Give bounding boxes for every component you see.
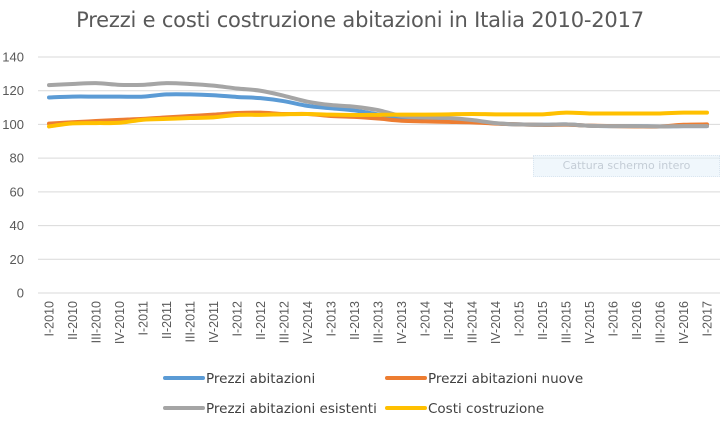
- x-tick-label: I-2013: [325, 301, 339, 336]
- x-tick-label: I-2010: [43, 301, 57, 336]
- y-tick-label: 100: [2, 117, 24, 132]
- x-tick-label: II-2016: [630, 301, 644, 340]
- x-tick-label: IV-2014: [301, 301, 315, 344]
- x-tick-label: I-2016: [607, 301, 621, 336]
- legend: Prezzi abitazioni Prezzi abitazioni nuove…: [163, 371, 583, 417]
- x-tick-label: I-2014: [419, 301, 433, 336]
- x-tick-label: II-2015: [536, 301, 550, 340]
- x-tick-label: I-2017: [701, 301, 715, 336]
- screen-capture-tooltip: Cattura schermo intero: [533, 155, 720, 177]
- x-tick-label: II-2014: [442, 301, 456, 340]
- x-tick-label: III-2015: [560, 301, 574, 343]
- x-tick-label: III-2012: [278, 301, 292, 343]
- x-tick-label: IV-2013: [395, 301, 409, 344]
- y-tick-label: 80: [10, 151, 24, 166]
- series-lines: [47, 81, 709, 129]
- x-tick-label: IV-2010: [113, 301, 127, 344]
- x-tick-label: II-2010: [66, 301, 80, 340]
- series-line-prezzi-abitazioni-esistenti: [47, 81, 709, 129]
- chart-title: Prezzi e costi costruzione abitazioni in…: [76, 8, 644, 32]
- x-tick-label: III-2014: [466, 301, 480, 343]
- x-tick-label: IV-2014: [489, 301, 503, 344]
- x-tick-label: III-2016: [654, 301, 668, 343]
- x-tick-label: III-2011: [184, 301, 198, 343]
- x-tick-label: III-2013: [372, 301, 386, 343]
- x-tick-label: I-2012: [231, 301, 245, 336]
- y-axis-ticks: 0 20 40 60 80 100 120 140: [2, 50, 24, 301]
- x-axis-ticks: I-2010 II-2010 III-2010 IV-2010 I-2011 II-201…: [43, 301, 715, 344]
- x-tick-label: I-2011: [137, 301, 151, 336]
- y-tick-label: 40: [10, 218, 24, 233]
- x-tick-label: II-2011: [160, 301, 174, 339]
- x-tick-label: IV-2011: [207, 301, 221, 343]
- x-tick-label: II-2012: [254, 301, 268, 340]
- y-tick-label: 0: [17, 286, 24, 301]
- legend-label: Costi costruzione: [428, 401, 544, 417]
- x-tick-label: I-2015: [513, 301, 527, 336]
- x-tick-label: IV-2015: [583, 301, 597, 344]
- y-tick-label: 60: [10, 184, 24, 199]
- y-tick-label: 120: [2, 83, 24, 98]
- y-tick-label: 20: [10, 252, 24, 267]
- legend-label: Prezzi abitazioni esistenti: [206, 401, 377, 417]
- legend-label: Prezzi abitazioni nuove: [428, 371, 583, 387]
- x-tick-label: III-2010: [90, 301, 104, 343]
- x-tick-label: II-2013: [348, 301, 362, 340]
- series-line-costi-costruzione: [47, 110, 709, 129]
- gridlines: [38, 56, 720, 294]
- y-tick-label: 140: [2, 50, 24, 65]
- legend-label: Prezzi abitazioni: [206, 371, 315, 387]
- x-tick-label: IV-2016: [677, 301, 691, 344]
